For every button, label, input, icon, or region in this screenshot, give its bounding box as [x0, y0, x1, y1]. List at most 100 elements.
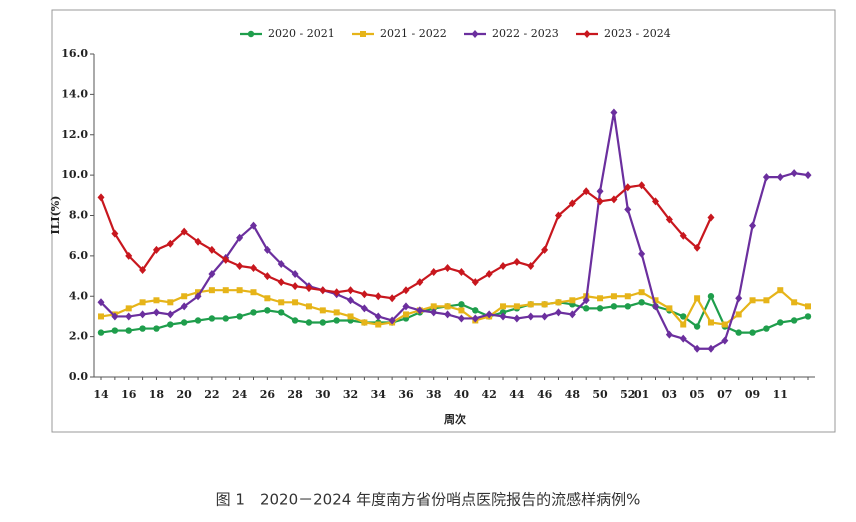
series-line: [99, 184, 712, 300]
point: [777, 287, 784, 294]
point: [735, 294, 743, 303]
series-line: [100, 112, 809, 350]
point: [610, 108, 618, 117]
point: [250, 289, 257, 296]
point: [291, 270, 299, 279]
point: [277, 278, 285, 287]
point: [735, 311, 742, 318]
point: [291, 282, 299, 291]
point: [749, 297, 756, 304]
point: [180, 319, 188, 326]
point: [360, 304, 368, 313]
point: [541, 312, 549, 321]
point: [208, 287, 215, 294]
y-tick-label: 6.0: [69, 249, 88, 262]
point: [763, 297, 770, 304]
point: [665, 330, 673, 339]
point: [763, 325, 770, 332]
point: [721, 336, 729, 345]
point: [610, 195, 618, 204]
point: [458, 307, 465, 314]
point: [582, 305, 590, 312]
point: [430, 303, 437, 310]
point: [263, 245, 271, 254]
point: [402, 311, 409, 318]
point: [513, 303, 520, 310]
point: [638, 249, 646, 258]
point: [444, 310, 452, 319]
point: [679, 231, 687, 240]
point: [222, 287, 229, 294]
y-tick-label: 0.0: [69, 370, 88, 383]
point: [319, 319, 327, 326]
point: [554, 308, 562, 317]
point: [264, 307, 271, 314]
point: [278, 299, 285, 306]
point: [666, 305, 673, 312]
point: [680, 321, 687, 328]
point: [250, 309, 257, 316]
point: [485, 310, 493, 319]
point: [652, 297, 659, 304]
point: [166, 310, 174, 319]
caption: 图 1 2020－2024 年度南方省份哨点医院报告的流感样病例%: [216, 491, 641, 509]
series-line: [100, 293, 809, 334]
point: [236, 287, 243, 294]
point: [360, 290, 368, 299]
point: [430, 308, 438, 317]
point: [582, 187, 590, 196]
point: [568, 310, 576, 319]
x-tick-label: 20: [177, 388, 193, 401]
point: [98, 313, 104, 320]
point: [804, 313, 812, 320]
point: [471, 278, 479, 287]
legend-marker: [471, 30, 479, 38]
point: [125, 327, 132, 334]
point: [347, 286, 355, 295]
point: [527, 261, 535, 270]
legend-marker: [583, 30, 591, 38]
point: [458, 301, 465, 308]
point: [693, 344, 701, 353]
x-tick-label: 24: [232, 388, 248, 401]
point: [125, 251, 133, 260]
x-tick-label: 11: [773, 388, 788, 401]
point: [249, 263, 257, 272]
x-tick-label: 05: [689, 388, 704, 401]
point: [374, 312, 382, 321]
point: [208, 270, 216, 279]
point: [582, 296, 590, 305]
point: [597, 295, 604, 302]
point: [721, 321, 728, 328]
x-tick-label: 40: [454, 388, 470, 401]
point: [693, 243, 701, 252]
x-tick-label: 32: [343, 388, 358, 401]
point: [471, 314, 479, 323]
point: [167, 321, 174, 328]
point: [319, 307, 326, 314]
point: [624, 293, 631, 300]
x-tick-label: 42: [482, 388, 497, 401]
point: [749, 221, 757, 230]
point: [693, 323, 701, 330]
x-tick-label: 36: [398, 388, 414, 401]
point: [527, 301, 534, 308]
point: [152, 245, 160, 254]
point: [236, 261, 244, 270]
point: [500, 303, 507, 310]
point: [305, 284, 313, 293]
point: [707, 213, 715, 222]
point: [791, 299, 798, 306]
x-tick-label: 18: [149, 388, 165, 401]
point: [527, 312, 535, 321]
point: [347, 296, 355, 305]
point: [444, 263, 452, 272]
point: [361, 319, 368, 326]
x-tick-label: 38: [426, 388, 442, 401]
y-axis-title: ILI(%): [49, 196, 62, 235]
point: [208, 315, 216, 322]
point: [139, 325, 146, 332]
x-tick-label: 26: [260, 388, 276, 401]
point: [139, 299, 146, 306]
